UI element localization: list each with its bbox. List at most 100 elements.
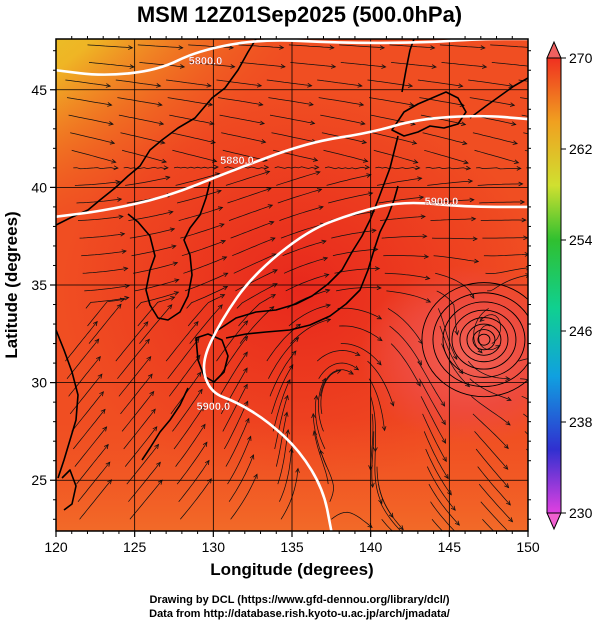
streamline [219, 351, 248, 397]
y-tick-label: 25 [31, 472, 47, 488]
streamline [271, 132, 316, 143]
streamline [288, 304, 331, 327]
typhoon-ring [477, 333, 491, 346]
streamline [225, 418, 250, 467]
streamline-arrow [577, 272, 581, 276]
streamline [186, 286, 228, 309]
streamline [230, 474, 258, 520]
streamline-arrow [576, 369, 580, 373]
x-tick-label: 135 [280, 539, 304, 555]
streamline-arrow [124, 295, 130, 301]
streamline [340, 343, 382, 366]
streamline-arrow [423, 254, 430, 259]
streamline-arrow [381, 64, 387, 69]
streamline [374, 448, 383, 504]
streamline [331, 511, 373, 528]
streamline [373, 149, 418, 163]
streamline-arrow [167, 304, 173, 310]
streamline [79, 479, 112, 520]
streamline-arrow [272, 269, 278, 274]
streamline [228, 204, 273, 221]
streamline-arrow [479, 317, 485, 323]
streamline [437, 308, 458, 360]
streamline-arrow [258, 101, 264, 107]
streamline-arrow [506, 500, 511, 506]
streamline [68, 356, 101, 397]
streamline [129, 228, 175, 239]
streamline-arrow [511, 121, 517, 126]
streamline [120, 132, 165, 144]
streamline [280, 223, 325, 239]
streamline-arrow [111, 159, 117, 164]
china-lower-coast [56, 329, 79, 479]
streamline-arrow [430, 45, 436, 50]
streamline-arrow [570, 203, 574, 207]
streamline [420, 396, 446, 444]
streamline [334, 268, 380, 274]
streamline [217, 336, 248, 379]
streamline [331, 229, 376, 239]
streamline [68, 114, 114, 125]
streamline [277, 188, 322, 204]
streamline-arrow [431, 64, 437, 69]
streamline-arrow [452, 354, 458, 361]
streamline-arrow [245, 417, 250, 424]
streamline [219, 114, 265, 124]
streamline-arrow [325, 303, 331, 309]
streamline [417, 360, 445, 407]
hokkaido [391, 91, 467, 137]
streamline [435, 272, 475, 299]
streamline [381, 235, 427, 239]
streamline [235, 269, 278, 292]
taiwan [61, 469, 77, 511]
geopotential-contours: 5800.0 5880.0 5900.0 5900.0 [56, 39, 528, 531]
streamline [137, 296, 175, 327]
streamline [313, 431, 329, 485]
streamline [269, 350, 297, 397]
streamline-arrow [444, 474, 449, 480]
streamline [425, 167, 471, 170]
streamline-arrow [154, 443, 160, 449]
streamline [485, 267, 528, 274]
streamline [279, 206, 324, 221]
streamline-arrow [381, 426, 387, 432]
streamline [383, 255, 429, 258]
credit-data: Data from http://database.rish.kyoto-u.a… [149, 608, 450, 620]
streamline-arrow [266, 187, 272, 192]
streamline-arrow [116, 303, 122, 309]
streamline [65, 321, 98, 362]
streamline-arrow [505, 376, 511, 381]
typhoon-circulation [421, 282, 528, 398]
streamline-arrow [407, 537, 411, 541]
streamline [480, 501, 509, 531]
streamline [128, 462, 161, 502]
streamline-arrow [263, 165, 270, 170]
streamline-arrow [411, 140, 418, 145]
streamline [126, 444, 159, 485]
streamline [312, 413, 327, 467]
streamline-arrow [202, 441, 208, 447]
streamline [340, 62, 386, 68]
streamline-arrow [115, 179, 121, 185]
streamline-arrow [222, 285, 229, 291]
streamline-arrow [506, 396, 512, 401]
streamline [271, 364, 294, 415]
streamline-arrow [204, 459, 210, 465]
streamline-arrow [270, 237, 276, 242]
streamline-arrow [270, 294, 277, 299]
streamline-arrow [228, 45, 235, 50]
streamline-arrow [370, 482, 375, 489]
streamline-arrow [417, 176, 423, 182]
streamline-arrow [532, 65, 536, 69]
colorbar-tick-label: 230 [569, 505, 593, 521]
streamline-arrow [216, 189, 222, 194]
streamline [180, 223, 225, 239]
streamline-arrow [99, 391, 104, 397]
streamline [376, 466, 394, 518]
streamline [472, 413, 509, 449]
streamline [390, 343, 421, 387]
streamline [73, 167, 118, 170]
streamline-arrow [462, 140, 468, 146]
streamline [71, 149, 116, 163]
streamline-arrow [578, 288, 582, 292]
